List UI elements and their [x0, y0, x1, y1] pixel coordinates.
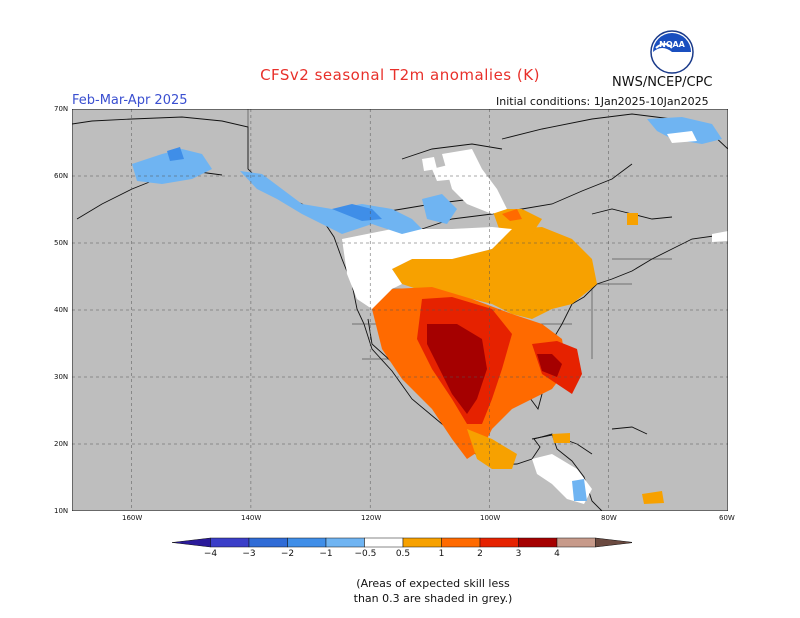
lat-label-20n: 20N	[54, 440, 69, 448]
lon-label-60w: 60W	[719, 514, 735, 522]
colorbar-tick-label: 3	[515, 549, 522, 559]
anomaly-map	[72, 109, 728, 511]
lat-label-70n: 70N	[54, 105, 69, 113]
agency-label: NWS/NCEP/CPC	[612, 75, 713, 90]
colorbar-segment	[402, 537, 442, 548]
lon-label-140w: 140W	[241, 514, 262, 522]
lon-label-160w: 160W	[122, 514, 143, 522]
graticule	[72, 109, 728, 511]
colorbar-segment	[479, 537, 519, 548]
footnote-line-2: than 0.3 are shaded in grey.)	[353, 592, 513, 605]
lon-label-120w: 120W	[361, 514, 382, 522]
lat-label-60n: 60N	[54, 172, 69, 180]
colorbar-tick-label: −4	[203, 549, 218, 559]
colorbar-arrow-low	[172, 537, 211, 548]
colorbar-segment	[556, 537, 596, 548]
lat-label-40n: 40N	[54, 306, 69, 314]
chart-title: CFSv2 seasonal T2m anomalies (K)	[260, 66, 540, 84]
colorbar-segment	[210, 537, 250, 548]
colorbar	[172, 537, 632, 548]
colorbar-segments	[172, 537, 632, 548]
cool-anomaly-areas	[132, 117, 722, 501]
svg-text:NOAA: NOAA	[659, 40, 685, 49]
footnote: (Areas of expected skill less than 0.3 a…	[0, 576, 800, 606]
colorbar-tick-label: −3	[242, 549, 256, 559]
season-label: Feb-Mar-Apr 2025	[72, 93, 188, 108]
colorbar-tick-label: −2	[280, 549, 295, 559]
colorbar-segment	[518, 537, 558, 548]
colorbar-tick-label: −0.5	[354, 549, 377, 559]
colorbar-segment	[287, 537, 327, 548]
lat-label-10n: 10N	[54, 507, 69, 515]
lat-label-30n: 30N	[54, 373, 69, 381]
noaa-logo: NOAA	[650, 30, 694, 74]
lat-label-50n: 50N	[54, 239, 69, 247]
initial-conditions-label: Initial conditions: 1Jan2025-10Jan2025	[496, 95, 709, 108]
colorbar-segment	[248, 537, 288, 548]
colorbar-tick-label: 2	[477, 549, 483, 559]
colorbar-segment	[441, 537, 481, 548]
colorbar-tick-label: 0.5	[395, 549, 411, 559]
colorbar-segment	[325, 537, 365, 548]
warm-anomaly-areas	[372, 209, 664, 504]
colorbar-tick-label: 1	[438, 549, 445, 559]
footnote-line-1: (Areas of expected skill less	[356, 577, 510, 590]
lon-label-100w: 100W	[480, 514, 501, 522]
colorbar-segment	[364, 537, 404, 548]
colorbar-tick-label: 4	[554, 549, 560, 559]
lon-label-80w: 80W	[601, 514, 617, 522]
colorbar-arrow-high	[595, 537, 632, 548]
colorbar-tick-label: −1	[319, 549, 333, 559]
